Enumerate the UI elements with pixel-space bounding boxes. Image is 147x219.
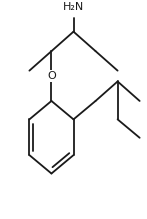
Text: H₂N: H₂N — [63, 2, 84, 12]
Text: O: O — [47, 71, 56, 81]
